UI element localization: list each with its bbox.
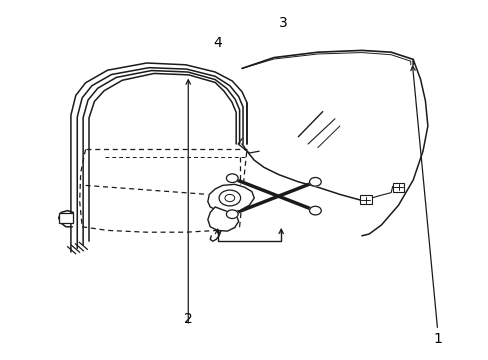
Circle shape [309, 206, 321, 215]
Polygon shape [207, 207, 238, 231]
Text: 1: 1 [432, 332, 441, 346]
Text: 4: 4 [213, 36, 222, 50]
Polygon shape [207, 184, 254, 212]
Bar [359, 195, 371, 204]
Text: 3: 3 [279, 17, 287, 30]
Bar [392, 183, 404, 192]
Circle shape [309, 177, 321, 186]
Circle shape [226, 210, 238, 219]
Circle shape [226, 174, 238, 183]
Text: 2: 2 [183, 312, 192, 325]
Bar [59, 213, 73, 223]
